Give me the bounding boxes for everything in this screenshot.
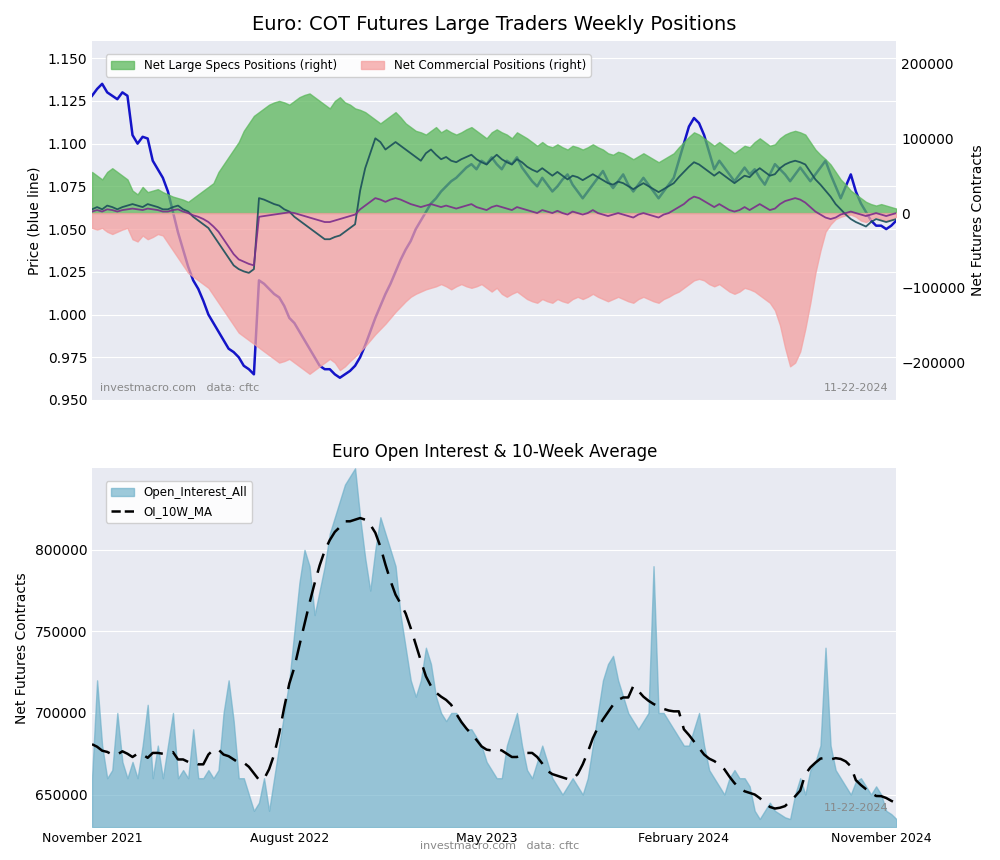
OI_10W_MA — [769, 803, 781, 814]
OI_10W_MA — [612, 695, 624, 705]
Legend: Open_Interest_All, OI_10W_MA: Open_Interest_All, OI_10W_MA — [106, 482, 252, 523]
Line: OI_10W_MA: OI_10W_MA — [92, 518, 896, 808]
OI_10W_MA — [860, 784, 872, 795]
Text: 11-22-2024: 11-22-2024 — [824, 383, 888, 393]
OI_10W_MA — [86, 739, 98, 749]
OI_10W_MA — [314, 560, 326, 570]
Text: 11-22-2024: 11-22-2024 — [824, 802, 888, 813]
Y-axis label: Net Futures Contracts: Net Futures Contracts — [15, 572, 29, 723]
OI_10W_MA — [749, 789, 761, 800]
Legend: Net Large Specs Positions (right), Net Commercial Positions (right): Net Large Specs Positions (right), Net C… — [106, 54, 591, 77]
Y-axis label: Price (blue line): Price (blue line) — [28, 166, 42, 275]
OI_10W_MA — [354, 513, 366, 523]
Title: Euro: COT Futures Large Traders Weekly Positions: Euro: COT Futures Large Traders Weekly P… — [252, 15, 736, 34]
Text: investmacro.com   data: cftc: investmacro.com data: cftc — [420, 841, 580, 851]
OI_10W_MA — [248, 768, 260, 778]
Title: Euro Open Interest & 10-Week Average: Euro Open Interest & 10-Week Average — [332, 443, 657, 461]
Y-axis label: Net Futures Contracts: Net Futures Contracts — [971, 144, 985, 297]
OI_10W_MA — [890, 798, 902, 808]
OI_10W_MA — [536, 759, 548, 769]
Text: investmacro.com   data: cftc: investmacro.com data: cftc — [100, 383, 259, 393]
